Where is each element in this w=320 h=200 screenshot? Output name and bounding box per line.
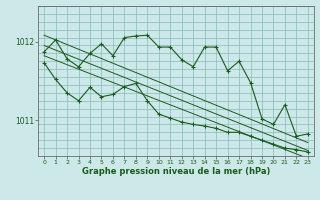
X-axis label: Graphe pression niveau de la mer (hPa): Graphe pression niveau de la mer (hPa) xyxy=(82,167,270,176)
